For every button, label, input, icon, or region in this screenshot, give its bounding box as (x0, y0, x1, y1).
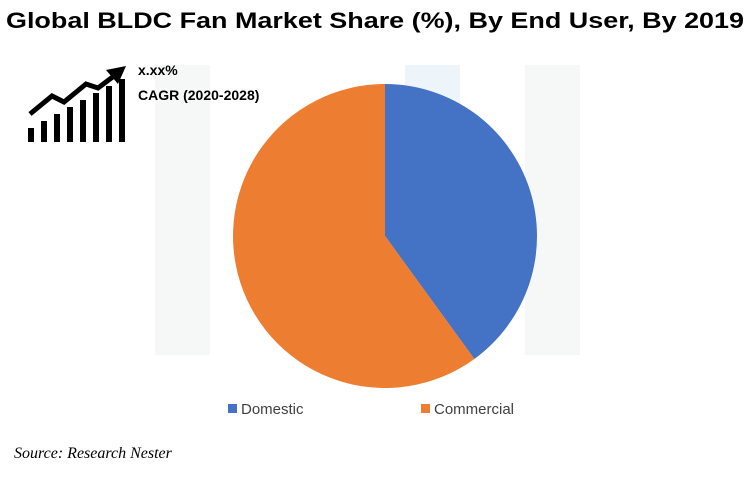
pie-slice (385, 84, 537, 359)
pie-slice (232, 84, 475, 388)
annotation: CAGR (2020-2028) (138, 87, 259, 103)
chart-title: Global BLDC Fan Market Share (%), By End… (6, 8, 744, 33)
source-note: Source: Research Nester (14, 445, 173, 462)
legend: Domestic Commercial (228, 401, 514, 418)
legend-label: Commercial (434, 401, 514, 418)
watermark-logo (155, 65, 580, 355)
legend-swatch (228, 404, 237, 413)
annotation: x.xx% (138, 62, 178, 78)
legend-swatch (421, 404, 430, 413)
pie (232, 84, 537, 388)
legend-label: Domestic (241, 401, 304, 418)
growth-icon (28, 66, 126, 142)
